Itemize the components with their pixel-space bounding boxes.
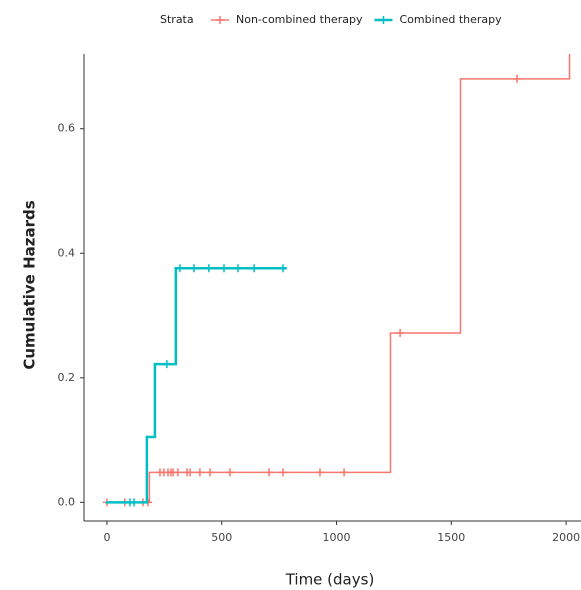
censor-mark <box>396 328 405 337</box>
censor-mark <box>279 468 288 477</box>
censor-mark <box>175 264 184 273</box>
censor-mark <box>130 498 139 507</box>
legend-label: Combined therapy <box>399 13 502 26</box>
y-axis-label: Cumulative Hazards <box>21 200 39 369</box>
x-tick-label: 500 <box>211 531 232 544</box>
censor-mark <box>195 468 204 477</box>
censor-mark <box>265 468 274 477</box>
censor-mark <box>315 468 324 477</box>
censor-mark <box>173 468 182 477</box>
x-tick-label: 2000 <box>552 531 580 544</box>
legend-marker <box>379 16 388 24</box>
censor-mark <box>234 264 243 273</box>
x-tick-label: 1500 <box>437 531 465 544</box>
x-tick-label: 1000 <box>323 531 351 544</box>
censor-mark <box>204 264 213 273</box>
censor-mark <box>512 74 521 83</box>
censor-mark <box>162 360 171 369</box>
y-tick-label: 0.2 <box>58 371 76 384</box>
legend-title: Strata <box>160 13 194 26</box>
y-tick-label: 0.0 <box>58 495 76 508</box>
censor-mark <box>186 468 195 477</box>
censor-mark <box>340 468 349 477</box>
censor-mark <box>226 468 235 477</box>
y-tick-label: 0.4 <box>58 246 76 259</box>
x-axis-label: Time (days) <box>285 571 375 589</box>
y-tick-label: 0.6 <box>58 122 76 135</box>
censor-mark <box>206 468 215 477</box>
censor-mark <box>279 264 288 273</box>
censor-mark <box>220 264 229 273</box>
x-tick-label: 0 <box>103 531 110 544</box>
censor-mark <box>189 264 198 273</box>
legend-marker <box>216 16 224 24</box>
censor-mark <box>250 264 259 273</box>
legend-label: Non-combined therapy <box>236 13 363 26</box>
